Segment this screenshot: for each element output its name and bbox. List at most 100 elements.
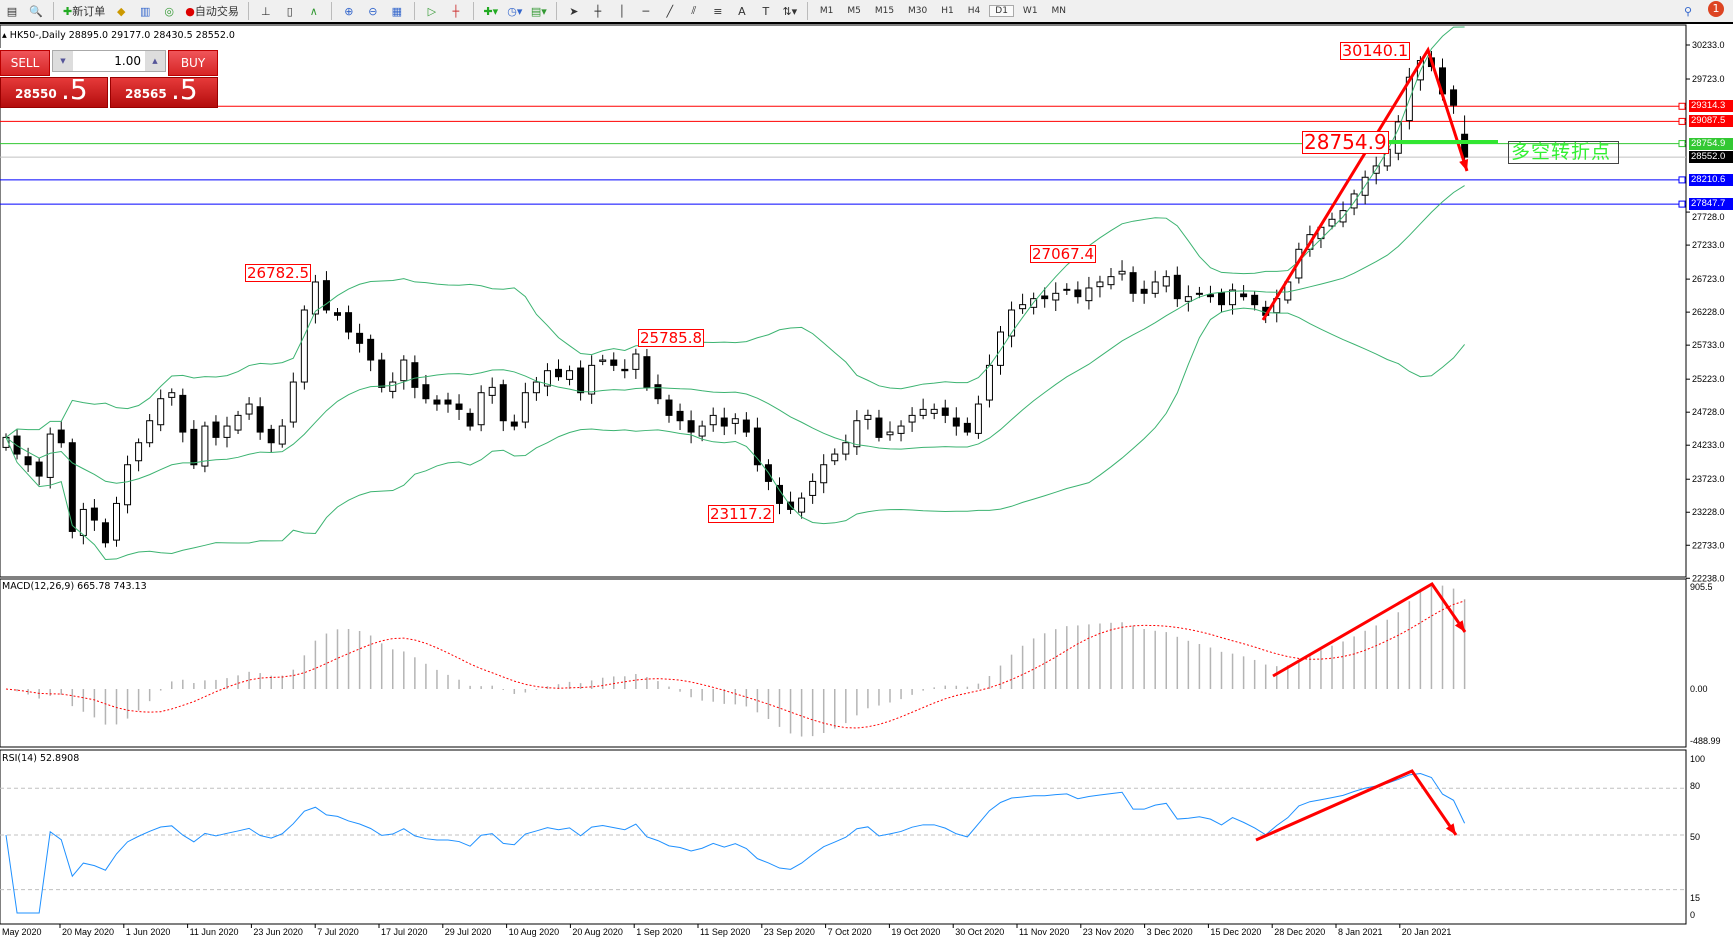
zoom-out-icon[interactable]: ⊖ xyxy=(368,4,378,18)
sell-price[interactable]: 28550 .5 xyxy=(0,73,108,108)
text-label-icon[interactable]: T xyxy=(762,4,770,18)
buy-price[interactable]: 28565 .5 xyxy=(110,73,218,108)
chart-title: ▴ HK50-,Daily 28895.0 29177.0 28430.5 28… xyxy=(2,30,235,41)
arrows-icon[interactable]: ⇅▾ xyxy=(782,4,798,18)
periods-icon[interactable]: ◷▾ xyxy=(507,4,523,18)
buy-price-pips: .5 xyxy=(171,73,198,106)
date-axis-label: May 2020 xyxy=(2,927,42,937)
rsi-trend-arrow xyxy=(1255,769,1458,842)
candle-body xyxy=(1052,292,1060,301)
timeframe-m1[interactable]: M1 xyxy=(819,6,834,16)
zoom-in-icon[interactable]: ⊕ xyxy=(344,4,354,18)
auto-trading-label: 自动交易 xyxy=(194,5,239,18)
candle-body xyxy=(35,461,43,477)
price-axis-label: 22238.0 xyxy=(1692,573,1725,583)
volume-down-icon[interactable]: ▼ xyxy=(53,51,73,71)
date-axis-label: 29 Jul 2020 xyxy=(444,927,492,937)
candle-body xyxy=(267,428,275,444)
date-axis-label: 30 Oct 2020 xyxy=(955,927,1005,937)
rsi-label: RSI(14) 52.8908 xyxy=(2,753,80,764)
price-axis-label: 23723.0 xyxy=(1692,474,1725,484)
macd-axis-label: 0.00 xyxy=(1690,684,1708,694)
price-axis-label: 30233.0 xyxy=(1692,40,1725,50)
candle-body xyxy=(842,442,850,455)
candle-body xyxy=(311,281,319,315)
text-icon[interactable]: A xyxy=(738,4,746,18)
line-chart-icon[interactable]: ∧ xyxy=(309,4,318,18)
candle-body xyxy=(168,392,176,398)
auto-trading-button[interactable]: ● 自动交易 xyxy=(183,1,241,21)
date-axis-label: 7 Oct 2020 xyxy=(827,927,872,937)
bar-chart-icon[interactable]: ⊥ xyxy=(261,4,271,18)
candle-body xyxy=(466,412,474,427)
date-axis-label: 17 Jul 2020 xyxy=(381,927,428,937)
volume-input[interactable]: 1.00 xyxy=(114,54,141,68)
candlestick-icon[interactable]: ▯ xyxy=(286,4,293,18)
date-axis-label: 11 Sep 2020 xyxy=(700,927,751,937)
tile-windows-icon[interactable]: ▦ xyxy=(391,4,403,18)
candle-body xyxy=(1251,294,1259,306)
search-icon[interactable]: ⚲ xyxy=(1683,4,1693,18)
timeframe-d1[interactable]: D1 xyxy=(989,5,1014,17)
price-axis-label: 29723.0 xyxy=(1692,74,1725,84)
indicators-icon[interactable]: ✚▾ xyxy=(483,4,499,18)
timeframe-mn[interactable]: MN xyxy=(1051,6,1067,16)
vertical-line-icon[interactable]: │ xyxy=(618,4,626,18)
date-axis-label: 19 Oct 2020 xyxy=(891,927,941,937)
crosshair-icon[interactable]: ┼ xyxy=(594,4,602,18)
new-chart-icon[interactable]: ▤ xyxy=(6,4,18,18)
sell-button[interactable]: SELL xyxy=(0,50,50,76)
rsi-axis-label: 15 xyxy=(1690,893,1700,903)
candle-body xyxy=(135,442,143,462)
fibonacci-icon[interactable]: ≡ xyxy=(713,4,723,18)
macd-panel xyxy=(0,578,1687,748)
level-handle xyxy=(1678,117,1686,125)
macd-axis-label: -488.99 xyxy=(1690,736,1721,746)
zoom-doc-icon[interactable]: 🔍 xyxy=(29,4,43,18)
new-order-label: 新订单 xyxy=(72,5,106,18)
candle-body xyxy=(510,421,518,427)
candle-body xyxy=(687,420,695,433)
trendline-icon[interactable]: ╱ xyxy=(666,4,674,18)
candle-body xyxy=(79,508,87,536)
new-order-button[interactable]: ✚ 新订单 xyxy=(61,1,107,21)
price-axis-label: 24728.0 xyxy=(1692,407,1725,417)
strategy-icon[interactable]: ◆ xyxy=(116,4,126,18)
notification-badge[interactable]: 1 xyxy=(1708,1,1724,17)
timeframe-m15[interactable]: M15 xyxy=(874,6,895,16)
timeframe-m5[interactable]: M5 xyxy=(847,6,861,16)
candle-body xyxy=(897,425,905,434)
candle-body xyxy=(974,403,982,434)
timeframe-m30[interactable]: M30 xyxy=(908,6,928,16)
buy-button[interactable]: BUY xyxy=(168,50,218,76)
server-icon[interactable]: ▥ xyxy=(140,4,151,18)
timeframe-h4[interactable]: H4 xyxy=(967,6,981,16)
candle-body xyxy=(1129,272,1137,294)
auto-scroll-icon[interactable]: ▷ xyxy=(427,4,437,18)
volume-spinner[interactable]: ▼ 1.00 ▲ xyxy=(52,50,166,72)
horizontal-line-icon[interactable]: ─ xyxy=(642,4,650,18)
candle-body xyxy=(577,367,585,394)
candle-body xyxy=(322,280,330,311)
templates-icon[interactable]: ▤▾ xyxy=(530,4,547,18)
date-axis-label: 20 Aug 2020 xyxy=(572,927,623,937)
timeframe-h1[interactable]: H1 xyxy=(941,6,954,16)
equidistant-channel-icon[interactable]: ⫽ xyxy=(691,4,697,17)
volume-up-icon[interactable]: ▲ xyxy=(145,51,165,71)
timeframe-w1[interactable]: W1 xyxy=(1022,6,1038,16)
signal-icon[interactable]: ◎ xyxy=(164,4,175,18)
high-label: 30140.1 xyxy=(1340,41,1411,60)
candle-body xyxy=(908,414,916,423)
macd-signal-line xyxy=(5,600,1465,729)
cursor-icon[interactable]: ➤ xyxy=(569,4,579,18)
candle-body xyxy=(632,353,640,370)
chart-shift-icon[interactable]: ┼ xyxy=(452,4,460,18)
collapse-icon[interactable]: ▴ xyxy=(2,30,10,41)
price-trend-arrow xyxy=(1261,46,1469,321)
candle-body xyxy=(720,417,728,427)
candle-body xyxy=(665,399,673,416)
candle-body xyxy=(864,414,872,420)
date-axis-label: 11 Nov 2020 xyxy=(1019,927,1070,937)
candle-body xyxy=(422,384,430,400)
